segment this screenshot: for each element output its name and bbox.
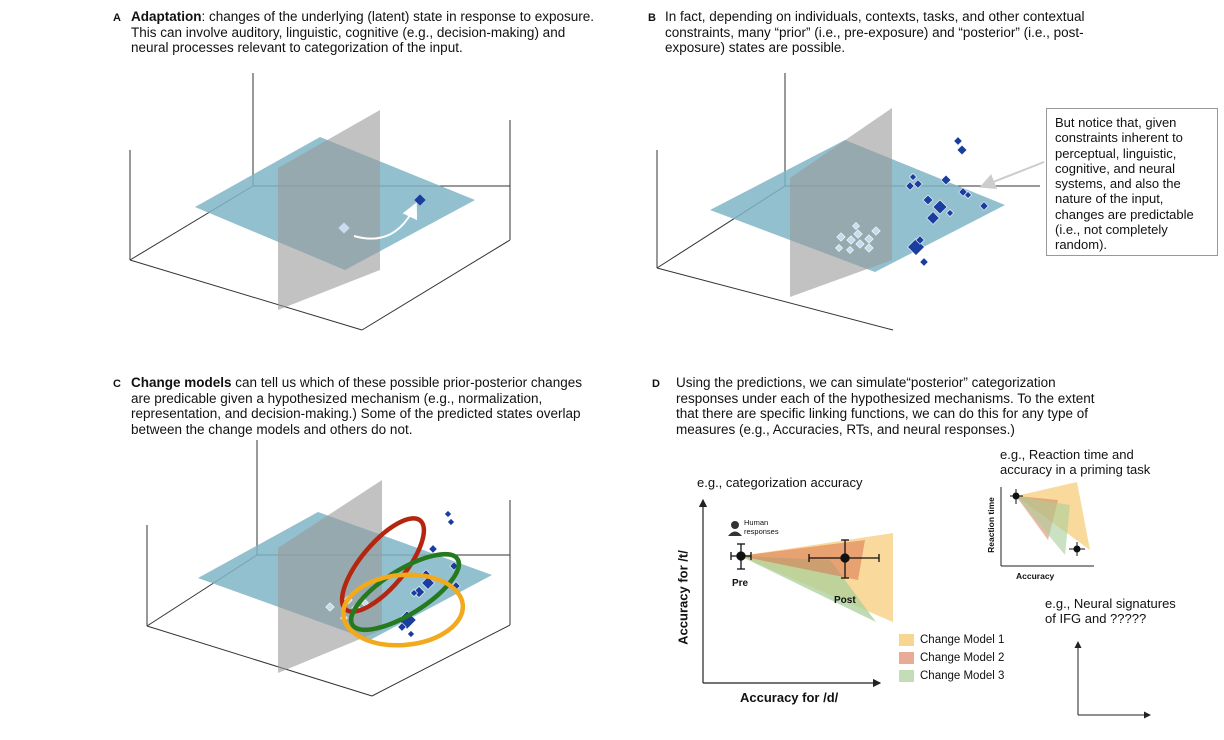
panel-c-letter: C	[113, 378, 121, 390]
b-prior-point-6	[864, 243, 874, 253]
panel-c-caption: Change models can tell us which of these…	[131, 375, 601, 437]
legend-change-model-3: Change Model 3	[899, 670, 1004, 682]
c-posterior-point-10	[397, 622, 407, 632]
legend-swatch-2	[899, 652, 914, 664]
human-responses-label: Human responses	[744, 518, 779, 536]
panel-c-text: can tell us which of these possible prio…	[131, 375, 582, 437]
b-posterior-point-1	[956, 144, 968, 156]
rt-plot-title: e.g., Reaction time and accuracy in a pr…	[1000, 447, 1151, 477]
rt-plot-axes	[1000, 487, 1094, 567]
pre-label: Pre	[732, 578, 749, 589]
legend-change-model-1: Change Model 1	[899, 634, 1004, 646]
panel-b-callout-arrow	[979, 161, 1045, 190]
b-prior-point-7	[846, 246, 854, 254]
b-prior-point-2	[853, 229, 863, 239]
c-prior-point-0	[325, 602, 335, 612]
post-label: Post	[834, 595, 856, 606]
change-model-3-region	[740, 556, 876, 622]
c-posterior-point-0	[444, 510, 452, 518]
rt-plot-xlabel: Accuracy	[1016, 571, 1055, 581]
b-posterior-point-8	[926, 211, 940, 225]
panel-a-posterior-point	[414, 194, 426, 206]
change-model-1-ellipse	[340, 572, 466, 648]
b-prior-point-8	[852, 222, 860, 230]
legend-swatch-1	[899, 634, 914, 646]
panel-a-change-arrow	[353, 202, 418, 240]
c-posterior-point-1	[447, 518, 455, 526]
b-posterior-point-3	[905, 181, 915, 191]
neural-plot-title: e.g., Neural signatures of IFG and ?????	[1045, 596, 1176, 626]
panel-c-gray-plane	[278, 480, 382, 673]
panel-b-callout: But notice that, given constraints inher…	[1046, 108, 1218, 256]
panel-d-caption: Using the predictions, we can simulate“p…	[676, 375, 1095, 437]
legend-change-model-2: Change Model 2	[899, 652, 1004, 664]
rt-plot-ylabel: Reaction time	[986, 497, 996, 553]
panel-c-title: Change models	[131, 375, 232, 390]
b-posterior-point-5	[940, 174, 952, 186]
panel-a-text: : changes of the underlying (latent) sta…	[131, 9, 594, 55]
b-posterior-point-15	[915, 235, 925, 245]
legend-swatch-3	[899, 670, 914, 682]
panel-a-letter: A	[113, 12, 121, 24]
legend-label-1: Change Model 1	[920, 634, 1005, 646]
b-prior-point-1	[846, 235, 856, 245]
b-posterior-point-4	[913, 179, 923, 189]
c-prior-point-4	[361, 599, 369, 607]
panel-a-caption: Adaptation: changes of the underlying (l…	[131, 9, 601, 56]
rt-model-3-region	[1016, 496, 1070, 555]
person-icon	[728, 521, 742, 536]
change-model-3-ellipse	[348, 551, 462, 633]
panel-b-points	[835, 136, 989, 267]
panel-a-title: Adaptation	[131, 9, 202, 24]
neural-plot-axes	[1074, 641, 1151, 719]
panel-d-letter: D	[652, 378, 660, 390]
b-posterior-point-2	[909, 173, 917, 181]
b-posterior-point-12	[946, 209, 954, 217]
c-posterior-point-4	[421, 576, 435, 590]
c-posterior-point-2	[428, 544, 438, 554]
rt-post-point	[1069, 542, 1085, 556]
post-point	[808, 539, 880, 579]
b-prior-point-5	[871, 226, 881, 236]
b-posterior-point-0	[953, 136, 963, 146]
legend-label-2: Change Model 2	[920, 652, 1005, 664]
accuracy-plot-xlabel: Accuracy for /d/	[740, 690, 839, 705]
legend-label-3: Change Model 3	[920, 670, 1005, 682]
b-prior-point-9	[835, 244, 843, 252]
accuracy-plot-title: e.g., categorization accuracy	[697, 475, 863, 490]
b-posterior-point-14	[919, 257, 929, 267]
b-posterior-point-10	[964, 191, 972, 199]
panel-b-caption: In fact, depending on individuals, conte…	[665, 9, 1085, 55]
accuracy-plot-ylabel: Accuracy for /t/	[675, 550, 691, 645]
pre-point	[730, 543, 752, 570]
rt-pre-point	[1010, 489, 1023, 504]
b-posterior-point-6	[922, 194, 934, 206]
panel-a-gray-plane	[278, 110, 380, 310]
c-posterior-point-5	[412, 585, 426, 599]
panel-a-prior-point	[338, 222, 350, 234]
b-prior-point-4	[864, 234, 874, 244]
accuracy-plot-axes	[698, 498, 882, 688]
b-posterior-point-11	[979, 201, 989, 211]
b-posterior-point-7	[932, 199, 948, 215]
panel-b-letter: B	[648, 12, 656, 24]
c-posterior-point-11	[407, 630, 415, 638]
b-prior-point-3	[855, 239, 865, 249]
change-model-2-region	[740, 540, 865, 580]
c-posterior-point-6	[410, 589, 418, 597]
b-prior-point-0	[836, 232, 846, 242]
